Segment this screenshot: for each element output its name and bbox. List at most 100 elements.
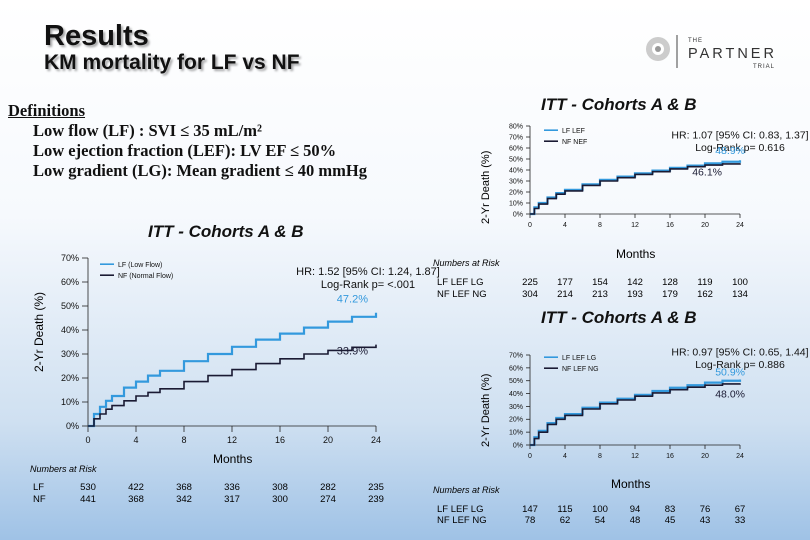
y-tick-label: 20% [509,417,523,424]
chart1-ylabel: 2-Yr Death (%) [32,291,46,372]
x-tick-label: 16 [275,435,285,445]
logrank-annotation: Log-Rank p= <.001 [321,279,415,291]
risk-count: 530 [80,482,96,493]
x-tick-label: 4 [563,453,567,460]
chart3-risk-row-name: NF LEF NG [437,515,487,526]
chart2-numbers-at-risk-label: Numbers at Risk [433,258,500,268]
risk-count: 119 [697,277,713,288]
page-title: Results [44,20,149,52]
definition-low-ef: Low ejection fraction (LEF): LV EF ≤ 50% [33,141,337,160]
logo-text-main: PARTNER [688,46,777,62]
y-tick-label: 0% [66,421,79,431]
y-tick-label: 20% [61,373,79,383]
series-line [530,383,741,446]
end-value-label: 46.1% [692,166,722,178]
chart1-title: ITT - Cohorts A & B [148,222,304,241]
definition-low-flow: Low flow (LF) : SVI ≤ 35 mL/m² [33,121,262,140]
x-tick-label: 4 [563,222,567,229]
chart2-xlabel: Months [616,247,656,261]
chart1-plot: 0% 10% 20% 30% 40% 50% 60% 70% 0 4 8 12 16 20 24 LF (Lo… [61,253,440,445]
logrank-annotation: Log-Rank p= 0.616 [695,142,785,154]
y-tick-label: 10% [61,397,79,407]
series-line [88,344,377,427]
risk-count: 54 [594,515,606,526]
series-line [88,312,378,428]
risk-count: 76 [699,504,711,515]
risk-count: 308 [272,482,288,493]
x-tick-label: 20 [701,222,709,229]
y-tick-label: 30% [509,178,523,185]
end-value-label: 48.0% [715,388,745,400]
risk-count: 100 [592,504,608,515]
risk-count: 62 [559,515,571,526]
legend-label: NF LEF NG [562,366,599,373]
risk-count: 179 [662,289,678,300]
risk-count: 128 [662,277,678,288]
legend-label: NF NEF [562,139,587,146]
chart2-risk-row-name: NF LEF NG [437,289,487,300]
hr-annotation: HR: 1.52 [95% CI: 1.24, 1.87] [296,266,440,278]
y-tick-label: 70% [509,352,523,359]
logo-text-trial: TRIAL [753,64,775,70]
x-tick-label: 8 [181,435,186,445]
logrank-annotation: Log-Rank p= 0.886 [695,359,785,371]
risk-count: 78 [524,515,536,526]
y-tick-label: 60% [509,365,523,372]
risk-count: 282 [320,482,336,493]
risk-count: 441 [80,494,96,505]
risk-count: 274 [320,494,336,505]
x-tick-label: 0 [528,453,532,460]
risk-count: 368 [176,482,192,493]
chart2-risk-row-name: LF LEF LG [437,277,484,288]
y-tick-label: 60% [509,145,523,152]
x-tick-label: 24 [736,222,744,229]
y-tick-label: 80% [509,123,523,130]
chart2-plot: 0% 10% 20% 30% 40% 50% 60% 70% 80% 0 4 8 12 16 20 24 LF … [509,123,809,229]
x-tick-label: 24 [736,453,744,460]
risk-count: 214 [557,289,573,300]
risk-count: 300 [272,494,288,505]
chart1-xlabel: Months [213,452,253,466]
end-value-label: 50.9% [715,367,745,379]
x-tick-label: 8 [598,453,602,460]
risk-count: 422 [128,482,144,493]
x-tick-label: 12 [227,435,237,445]
hr-annotation: HR: 0.97 [95% CI: 0.65, 1.44] [671,347,808,359]
y-tick-label: 70% [509,134,523,141]
y-tick-label: 0% [513,442,523,449]
y-tick-label: 10% [509,200,523,207]
y-tick-label: 30% [61,349,79,359]
definitions-heading: Definitions [8,101,86,120]
y-tick-label: 0% [513,211,523,218]
chart1-risk-row-name: NF [33,494,46,505]
risk-count: 83 [664,504,676,515]
risk-count: 43 [699,515,711,526]
legend-label: NF (Normal Flow) [118,273,173,280]
risk-count: 147 [522,504,538,515]
risk-count: 134 [732,289,748,300]
x-tick-label: 8 [598,222,602,229]
definition-low-gradient: Low gradient (LG): Mean gradient ≤ 40 mm… [33,161,367,180]
page-subtitle: KM mortality for LF vs NF [44,51,300,74]
y-tick-label: 60% [61,277,79,287]
y-tick-label: 40% [509,167,523,174]
chart3-plot: 0% 10% 20% 30% 40% 50% 60% 70% 0 4 8 12 16 20 24 LF LEF… [509,347,809,461]
risk-count: 162 [697,289,713,300]
risk-count: 115 [557,504,573,515]
definitions-block: Definitions Low flow (LF) : SVI ≤ 35 mL/… [8,101,367,181]
y-tick-label: 50% [509,378,523,385]
risk-count: 142 [627,277,643,288]
chart3-xlabel: Months [611,477,651,491]
risk-count: 193 [627,289,643,300]
y-tick-label: 30% [509,404,523,411]
x-tick-label: 12 [631,222,639,229]
risk-count: 67 [734,504,746,515]
risk-count: 304 [522,289,538,300]
end-value-label: 48.9% [715,145,745,157]
x-tick-label: 0 [528,222,532,229]
x-tick-label: 4 [133,435,138,445]
end-value-label: 47.2% [337,294,368,306]
risk-count: 336 [224,482,240,493]
risk-count: 45 [664,515,676,526]
chart3-risk-row-name: LF LEF LG [437,504,484,515]
